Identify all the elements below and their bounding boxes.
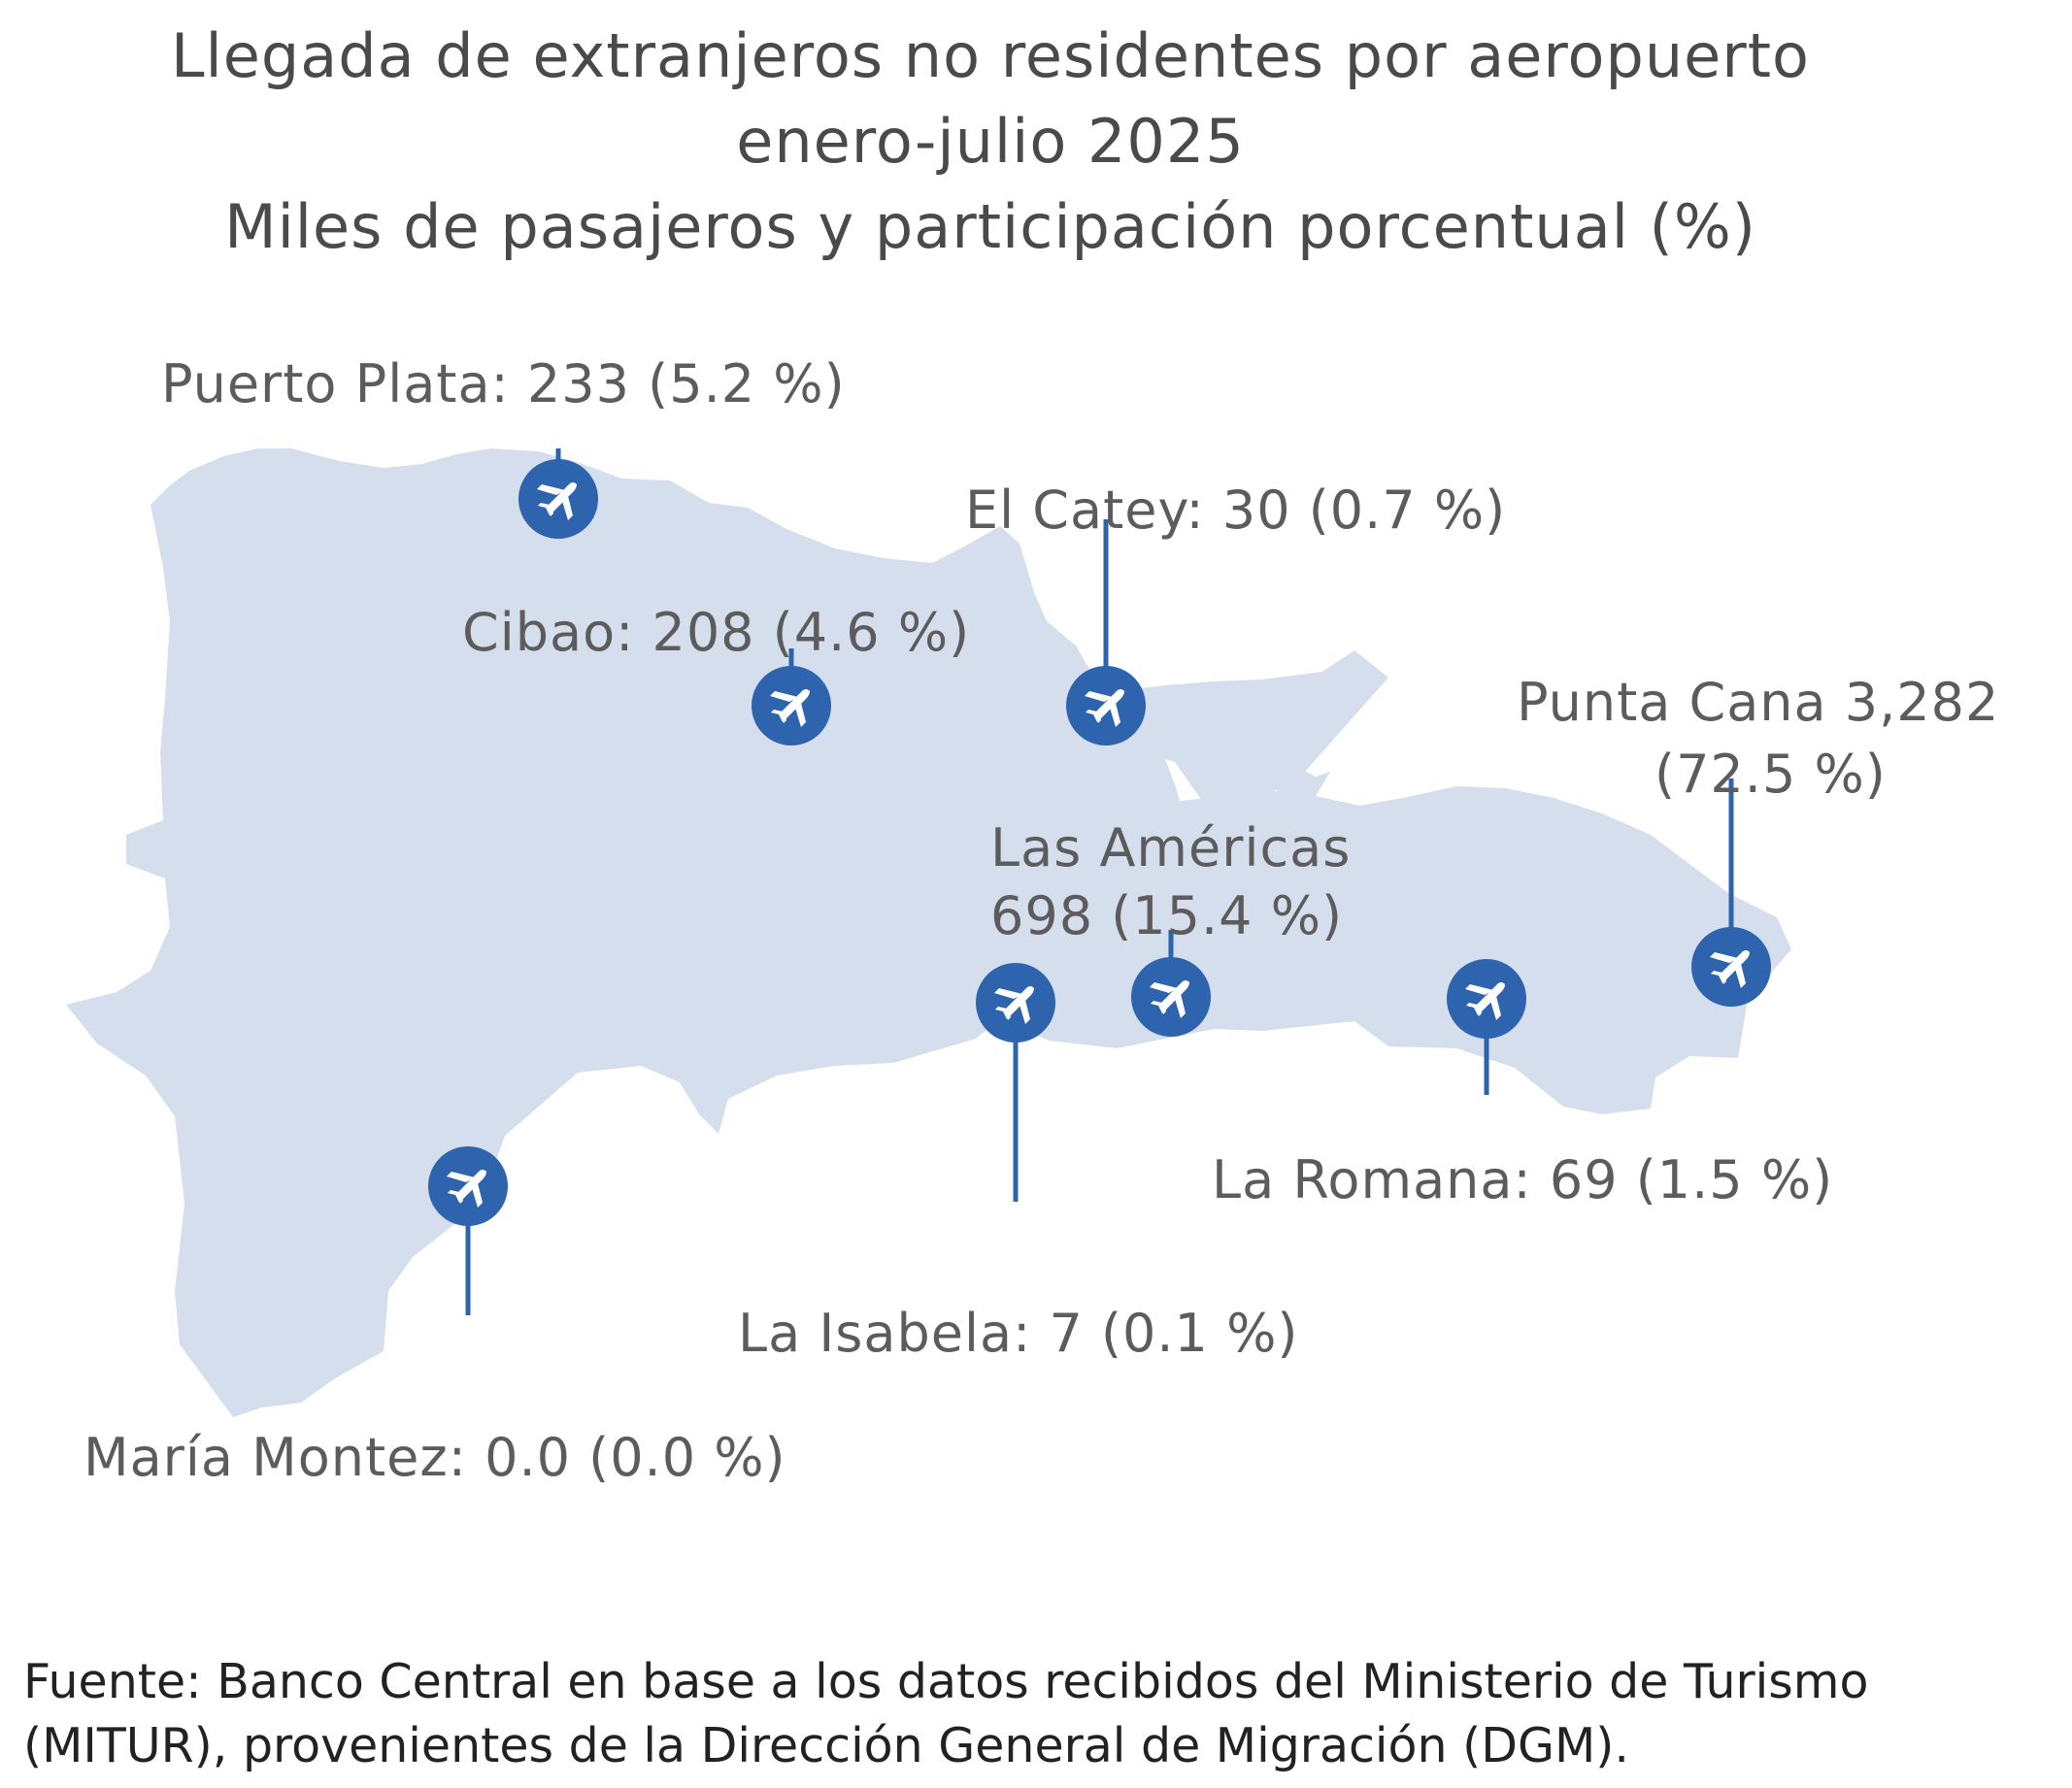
puerto-plata-label: Puerto Plata: 233 (5.2 %)	[161, 353, 846, 414]
maria-montez-label: María Montez: 0.0 (0.0 %)	[84, 1427, 786, 1488]
puerto-plata-marker[interactable]	[518, 448, 598, 539]
la-romana-label: La Romana: 69 (1.5 %)	[1212, 1149, 1834, 1210]
title-line-1: Llegada de extranjeros no residentes por…	[170, 20, 1810, 91]
el-catey-marker[interactable]	[1066, 519, 1146, 745]
la-isabela-marker[interactable]	[976, 963, 1055, 1202]
las-americas-marker[interactable]	[1131, 930, 1211, 1037]
punta-cana-label-line-1: Punta Cana 3,282	[1517, 672, 2000, 733]
source-line-1: Fuente: Banco Central en base a los dato…	[23, 1654, 1869, 1709]
las-americas-label-line-2: 698 (15.4 %)	[990, 885, 1344, 946]
title-line-3: Miles de pasajeros y participación porce…	[224, 191, 1756, 262]
title-line-2: enero-julio 2025	[736, 106, 1245, 177]
cibao-marker[interactable]	[752, 648, 831, 745]
airport-markers	[428, 448, 1771, 1315]
el-catey-label: El Catey: 30 (0.7 %)	[965, 480, 1507, 541]
la-romana-marker[interactable]	[1447, 959, 1526, 1095]
maria-montez-marker[interactable]	[428, 1146, 508, 1315]
source-note: Fuente: Banco Central en base a los dato…	[23, 1650, 1869, 1778]
source-line-2: (MITUR), provenientes de la Dirección Ge…	[23, 1718, 1629, 1773]
island-shape	[66, 448, 1791, 1417]
punta-cana-label-line-2: (72.5 %)	[1654, 744, 1887, 805]
la-isabela-label: La Isabela: 7 (0.1 %)	[738, 1303, 1299, 1364]
chart-title: Llegada de extranjeros no residentes por…	[0, 14, 1981, 270]
punta-cana-marker[interactable]	[1691, 778, 1771, 1007]
cibao-label: Cibao: 208 (4.6 %)	[462, 602, 971, 663]
las-americas-label-line-1: Las Américas	[990, 817, 1352, 878]
